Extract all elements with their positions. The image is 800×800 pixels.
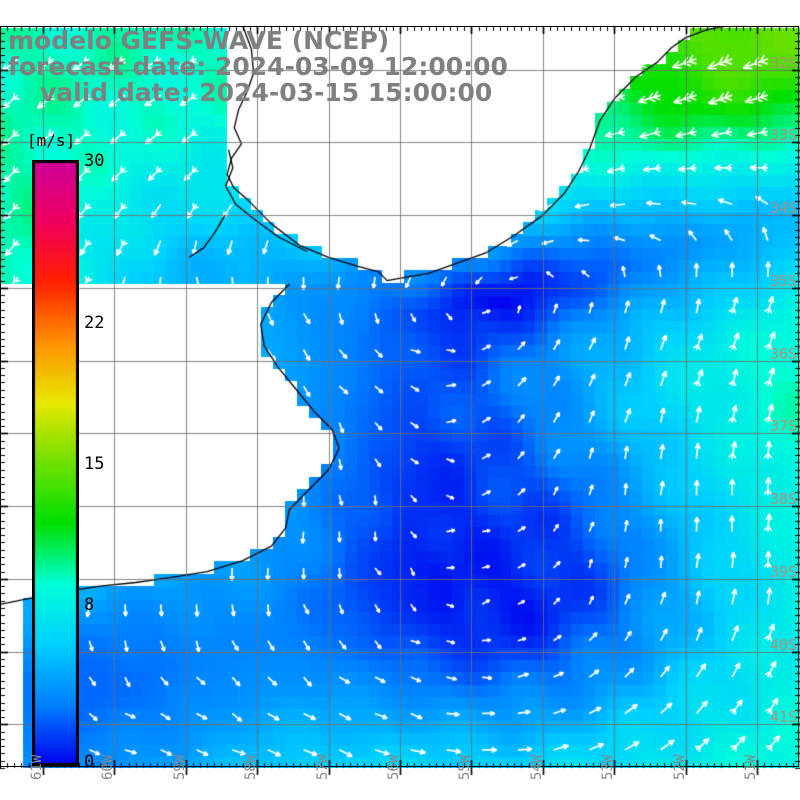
figure-title-block: modelo GEFS-WAVE (NCEP) forecast date: 2…: [0, 28, 800, 105]
colorbar: [32, 160, 79, 766]
colorbar-tick-0: 0: [84, 752, 95, 772]
lon-label-51W: 51W: [743, 754, 760, 780]
lat-label-37S: 37S: [770, 417, 798, 436]
lon-label-54W: 54W: [528, 754, 545, 780]
lat-label-34S: 34S: [770, 199, 798, 218]
lon-label-59W: 59W: [171, 754, 188, 780]
colorbar-tick-22: 22: [84, 312, 105, 333]
forecast-date: forecast date: 2024-03-09 12:00:00: [8, 51, 508, 81]
colorbar-tick-15: 15: [84, 454, 105, 474]
colorbar-unit-label: [m/s]: [27, 131, 76, 150]
valid-date: valid date: 2024-03-15 15:00:00: [40, 77, 493, 107]
colorbar-tick-8: 8: [84, 595, 95, 616]
lat-label-39S: 39S: [770, 562, 798, 581]
lat-label-40S: 40S: [770, 635, 798, 654]
lat-label-33S: 33S: [770, 126, 798, 145]
lat-label-36S: 36S: [770, 344, 798, 363]
lon-label-52W: 52W: [671, 754, 688, 780]
lon-label-57W: 57W: [314, 754, 331, 780]
lat-label-32S: 32S: [770, 53, 798, 72]
lon-label-53W: 53W: [600, 754, 617, 780]
lon-label-55W: 55W: [457, 754, 474, 780]
lon-label-60W: 60W: [100, 754, 117, 780]
colorbar-tick-30: 30: [84, 151, 105, 171]
lat-label-41S: 41S: [770, 708, 798, 727]
lon-label-58W: 58W: [243, 754, 260, 780]
lon-label-61W: 61W: [28, 754, 45, 780]
lat-label-38S: 38S: [770, 490, 798, 509]
model-title: modelo GEFS-WAVE (NCEP): [8, 26, 390, 55]
lon-label-56W: 56W: [386, 754, 402, 780]
lat-label-35S: 35S: [770, 271, 798, 290]
